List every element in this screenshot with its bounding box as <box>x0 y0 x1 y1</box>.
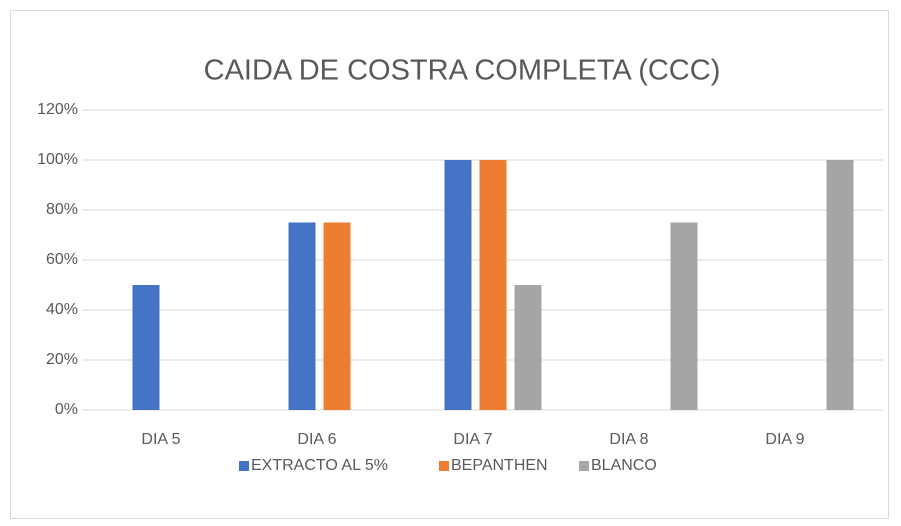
bar <box>479 160 507 410</box>
y-tick-label: 100% <box>37 151 78 168</box>
bar <box>514 285 542 410</box>
legend-swatch <box>579 461 589 471</box>
x-tick-label: DIA 8 <box>609 431 648 448</box>
bar <box>288 222 316 410</box>
y-tick-label: 20% <box>46 351 78 368</box>
y-tick-label: 40% <box>46 301 78 318</box>
y-tick-label: 80% <box>46 201 78 218</box>
bar <box>132 285 160 410</box>
bar <box>444 160 472 410</box>
bar <box>826 160 854 410</box>
x-tick-label: DIA 9 <box>765 431 804 448</box>
y-tick-label: 0% <box>55 401 78 418</box>
y-tick-label: 120% <box>37 101 78 118</box>
legend-label: BEPANTHEN <box>451 457 548 474</box>
legend-swatch <box>239 461 249 471</box>
x-tick-label: DIA 6 <box>297 431 336 448</box>
legend-swatch <box>439 461 449 471</box>
bar <box>323 222 351 410</box>
bar <box>670 222 698 410</box>
x-tick-label: DIA 5 <box>141 431 180 448</box>
y-tick-label: 60% <box>46 251 78 268</box>
chart-title: CAIDA DE COSTRA COMPLETA (CCC) <box>204 55 721 87</box>
x-tick-label: DIA 7 <box>453 431 492 448</box>
legend-label: EXTRACTO AL 5% <box>251 457 388 474</box>
legend-label: BLANCO <box>591 457 657 474</box>
